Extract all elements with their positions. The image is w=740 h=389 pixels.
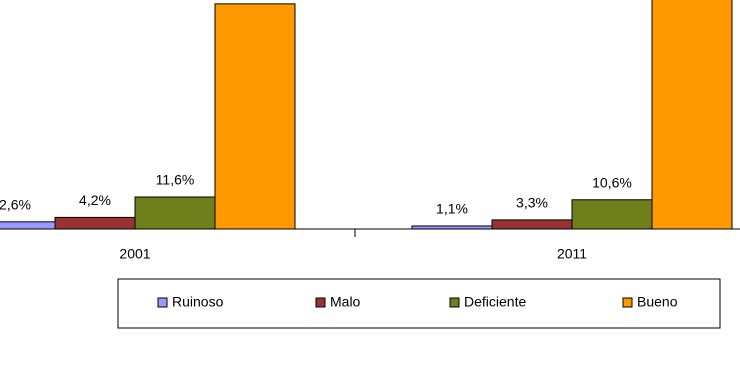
legend-swatch: [449, 297, 460, 308]
x-tick-label: 2001: [119, 246, 150, 262]
legend-label: Ruinoso: [172, 294, 224, 310]
bar: [214, 3, 296, 230]
x-tick-label: 2011: [557, 246, 587, 262]
legend-label: Deficiente: [464, 294, 526, 310]
value-label: 1,1%: [436, 201, 468, 217]
bar: [651, 0, 733, 230]
bar: [54, 216, 136, 230]
legend-swatch: [315, 297, 326, 308]
value-label: 3,3%: [516, 195, 548, 211]
value-label: 11,6%: [156, 172, 195, 188]
value-label: 10,6%: [592, 174, 632, 190]
bar: [571, 199, 653, 230]
legend-label: Bueno: [637, 294, 678, 310]
bar: [134, 196, 216, 230]
bar: [0, 221, 56, 230]
legend-swatch: [157, 297, 168, 308]
legend-box: [117, 278, 721, 329]
bar: [491, 219, 573, 230]
legend-label: Malo: [330, 294, 361, 310]
value-label: 2,6%: [0, 197, 31, 213]
value-label: 4,2%: [79, 192, 111, 208]
legend-swatch: [622, 297, 633, 308]
